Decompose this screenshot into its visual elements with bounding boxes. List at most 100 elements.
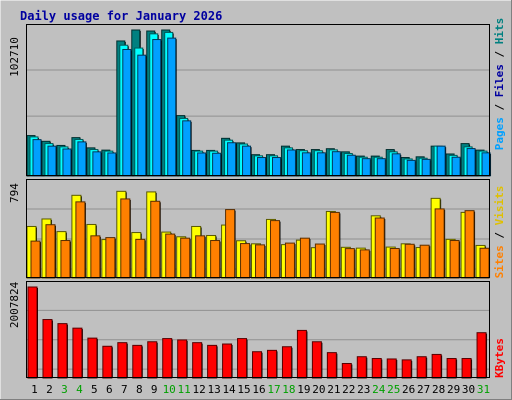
- bar-pages-day-20: [316, 152, 326, 177]
- bar-pages-day-27: [421, 158, 431, 177]
- x-tick-label-day-7: 7: [121, 383, 128, 396]
- bar-sites-day-11: [180, 237, 191, 279]
- bar-kbytes-day-7: [117, 342, 128, 379]
- bar-sites-day-30: [464, 210, 475, 279]
- panel-series-legend: KBytes: [493, 338, 506, 378]
- series-kbytes: [27, 286, 488, 379]
- bar-pages-day-21: [331, 151, 341, 177]
- panel-series-legend: Pages / Files / Hits: [493, 18, 506, 151]
- bar-sites-day-16: [255, 244, 266, 279]
- bar-sites-day-19: [299, 237, 310, 279]
- bar-kbytes-day-13: [207, 344, 218, 379]
- legend-part: KBytes: [493, 338, 506, 378]
- x-tick-label-day-10: 10: [163, 383, 176, 396]
- bar-kbytes-day-3: [57, 323, 68, 379]
- x-tick-label-day-28: 28: [432, 383, 445, 396]
- bar-sites-day-23: [359, 249, 370, 279]
- x-tick-label-day-9: 9: [151, 383, 158, 396]
- bar-pages-day-29: [451, 156, 461, 177]
- bar-sites-day-15: [240, 243, 251, 279]
- bar-pages-day-23: [361, 158, 371, 177]
- bar-kbytes-day-22: [341, 362, 352, 379]
- bar-kbytes-day-14: [222, 343, 233, 379]
- x-tick-label-day-11: 11: [178, 383, 191, 396]
- bar-pages-day-12: [197, 152, 207, 177]
- bar-sites-day-17: [269, 220, 280, 279]
- x-tick-label-day-17: 17: [267, 383, 280, 396]
- bar-pages-day-19: [301, 152, 311, 177]
- bar-pages-day-25: [391, 153, 401, 177]
- bar-kbytes-day-27: [416, 356, 427, 379]
- bar-sites-day-21: [329, 211, 340, 279]
- x-tick-label-day-4: 4: [76, 383, 83, 396]
- bar-sites-day-14: [225, 209, 236, 279]
- bar-kbytes-day-21: [326, 352, 337, 379]
- bar-sites-day-25: [389, 247, 400, 279]
- panel-kbytes: 2007824 KBytes: [8, 281, 506, 379]
- bar-pages-day-26: [406, 159, 416, 177]
- bar-sites-day-28: [434, 208, 445, 279]
- bar-sites-day-5: [90, 235, 101, 279]
- legend-part: /: [493, 225, 506, 245]
- x-tick-label-day-16: 16: [252, 383, 265, 396]
- panel-visits-sites: 794 Sites / Visits: [8, 179, 506, 279]
- bar-sites-day-6: [105, 237, 116, 279]
- bar-sites-day-27: [419, 244, 430, 279]
- bar-sites-day-10: [165, 233, 176, 279]
- bar-pages-day-7: [122, 48, 132, 177]
- x-tick-label-day-15: 15: [237, 383, 250, 396]
- bar-kbytes-day-26: [401, 359, 412, 379]
- series-pages: [32, 37, 492, 177]
- bar-kbytes-day-25: [386, 358, 397, 379]
- bar-kbytes-day-17: [266, 349, 277, 379]
- x-tick-label-day-18: 18: [282, 383, 295, 396]
- bar-pages-day-15: [242, 145, 252, 177]
- bar-pages-day-31: [481, 152, 491, 177]
- bar-kbytes-day-10: [162, 338, 173, 379]
- bar-pages-day-17: [271, 157, 281, 177]
- x-tick-label-day-31: 31: [477, 383, 490, 396]
- bar-sites-day-2: [45, 224, 56, 279]
- bar-pages-day-11: [182, 120, 192, 177]
- bar-sites-day-8: [135, 238, 146, 279]
- bar-sites-day-13: [210, 240, 221, 279]
- x-tick-label-day-8: 8: [136, 383, 143, 396]
- x-tick-label-day-21: 21: [327, 383, 340, 396]
- bar-sites-day-7: [120, 198, 131, 279]
- bar-kbytes-day-9: [147, 341, 158, 379]
- panel-max-label: 794: [8, 183, 21, 203]
- bar-sites-day-26: [404, 243, 415, 279]
- chart-title: Daily usage for January 2026: [20, 9, 222, 23]
- x-tick-label-day-25: 25: [387, 383, 400, 396]
- bar-kbytes-day-1: [27, 286, 38, 379]
- legend-part: Hits: [493, 18, 506, 45]
- bar-pages-day-8: [137, 54, 147, 177]
- bar-pages-day-2: [47, 145, 57, 177]
- x-tick-label-day-20: 20: [312, 383, 325, 396]
- x-tick-label-day-1: 1: [31, 383, 38, 396]
- bar-sites-day-31: [479, 247, 490, 279]
- panel-border: [26, 281, 490, 378]
- bar-sites-day-29: [449, 240, 460, 279]
- bar-kbytes-day-23: [356, 356, 367, 379]
- panels-layer: 102710 Pages / Files / Hits 794 Sites / Vis…: [8, 18, 506, 379]
- bar-pages-day-10: [167, 37, 177, 177]
- x-tick-label-day-5: 5: [91, 383, 98, 396]
- legend-part: /: [493, 44, 506, 64]
- legend-part: Files: [493, 64, 506, 97]
- bar-pages-day-3: [62, 148, 72, 177]
- legend-part: Visits: [493, 186, 506, 226]
- x-tick-label-day-30: 30: [462, 383, 475, 396]
- bar-kbytes-day-12: [192, 342, 203, 379]
- x-tick-label-day-23: 23: [357, 383, 370, 396]
- bar-pages-day-1: [32, 139, 42, 177]
- bar-pages-day-24: [376, 158, 386, 177]
- bar-pages-day-6: [107, 152, 117, 177]
- bar-sites-day-4: [75, 201, 86, 279]
- panel-max-label: 2007824: [8, 281, 21, 328]
- panel-max-label: 102710: [8, 37, 21, 77]
- x-tick-label-day-13: 13: [207, 383, 220, 396]
- legend-part: Pages: [493, 117, 506, 150]
